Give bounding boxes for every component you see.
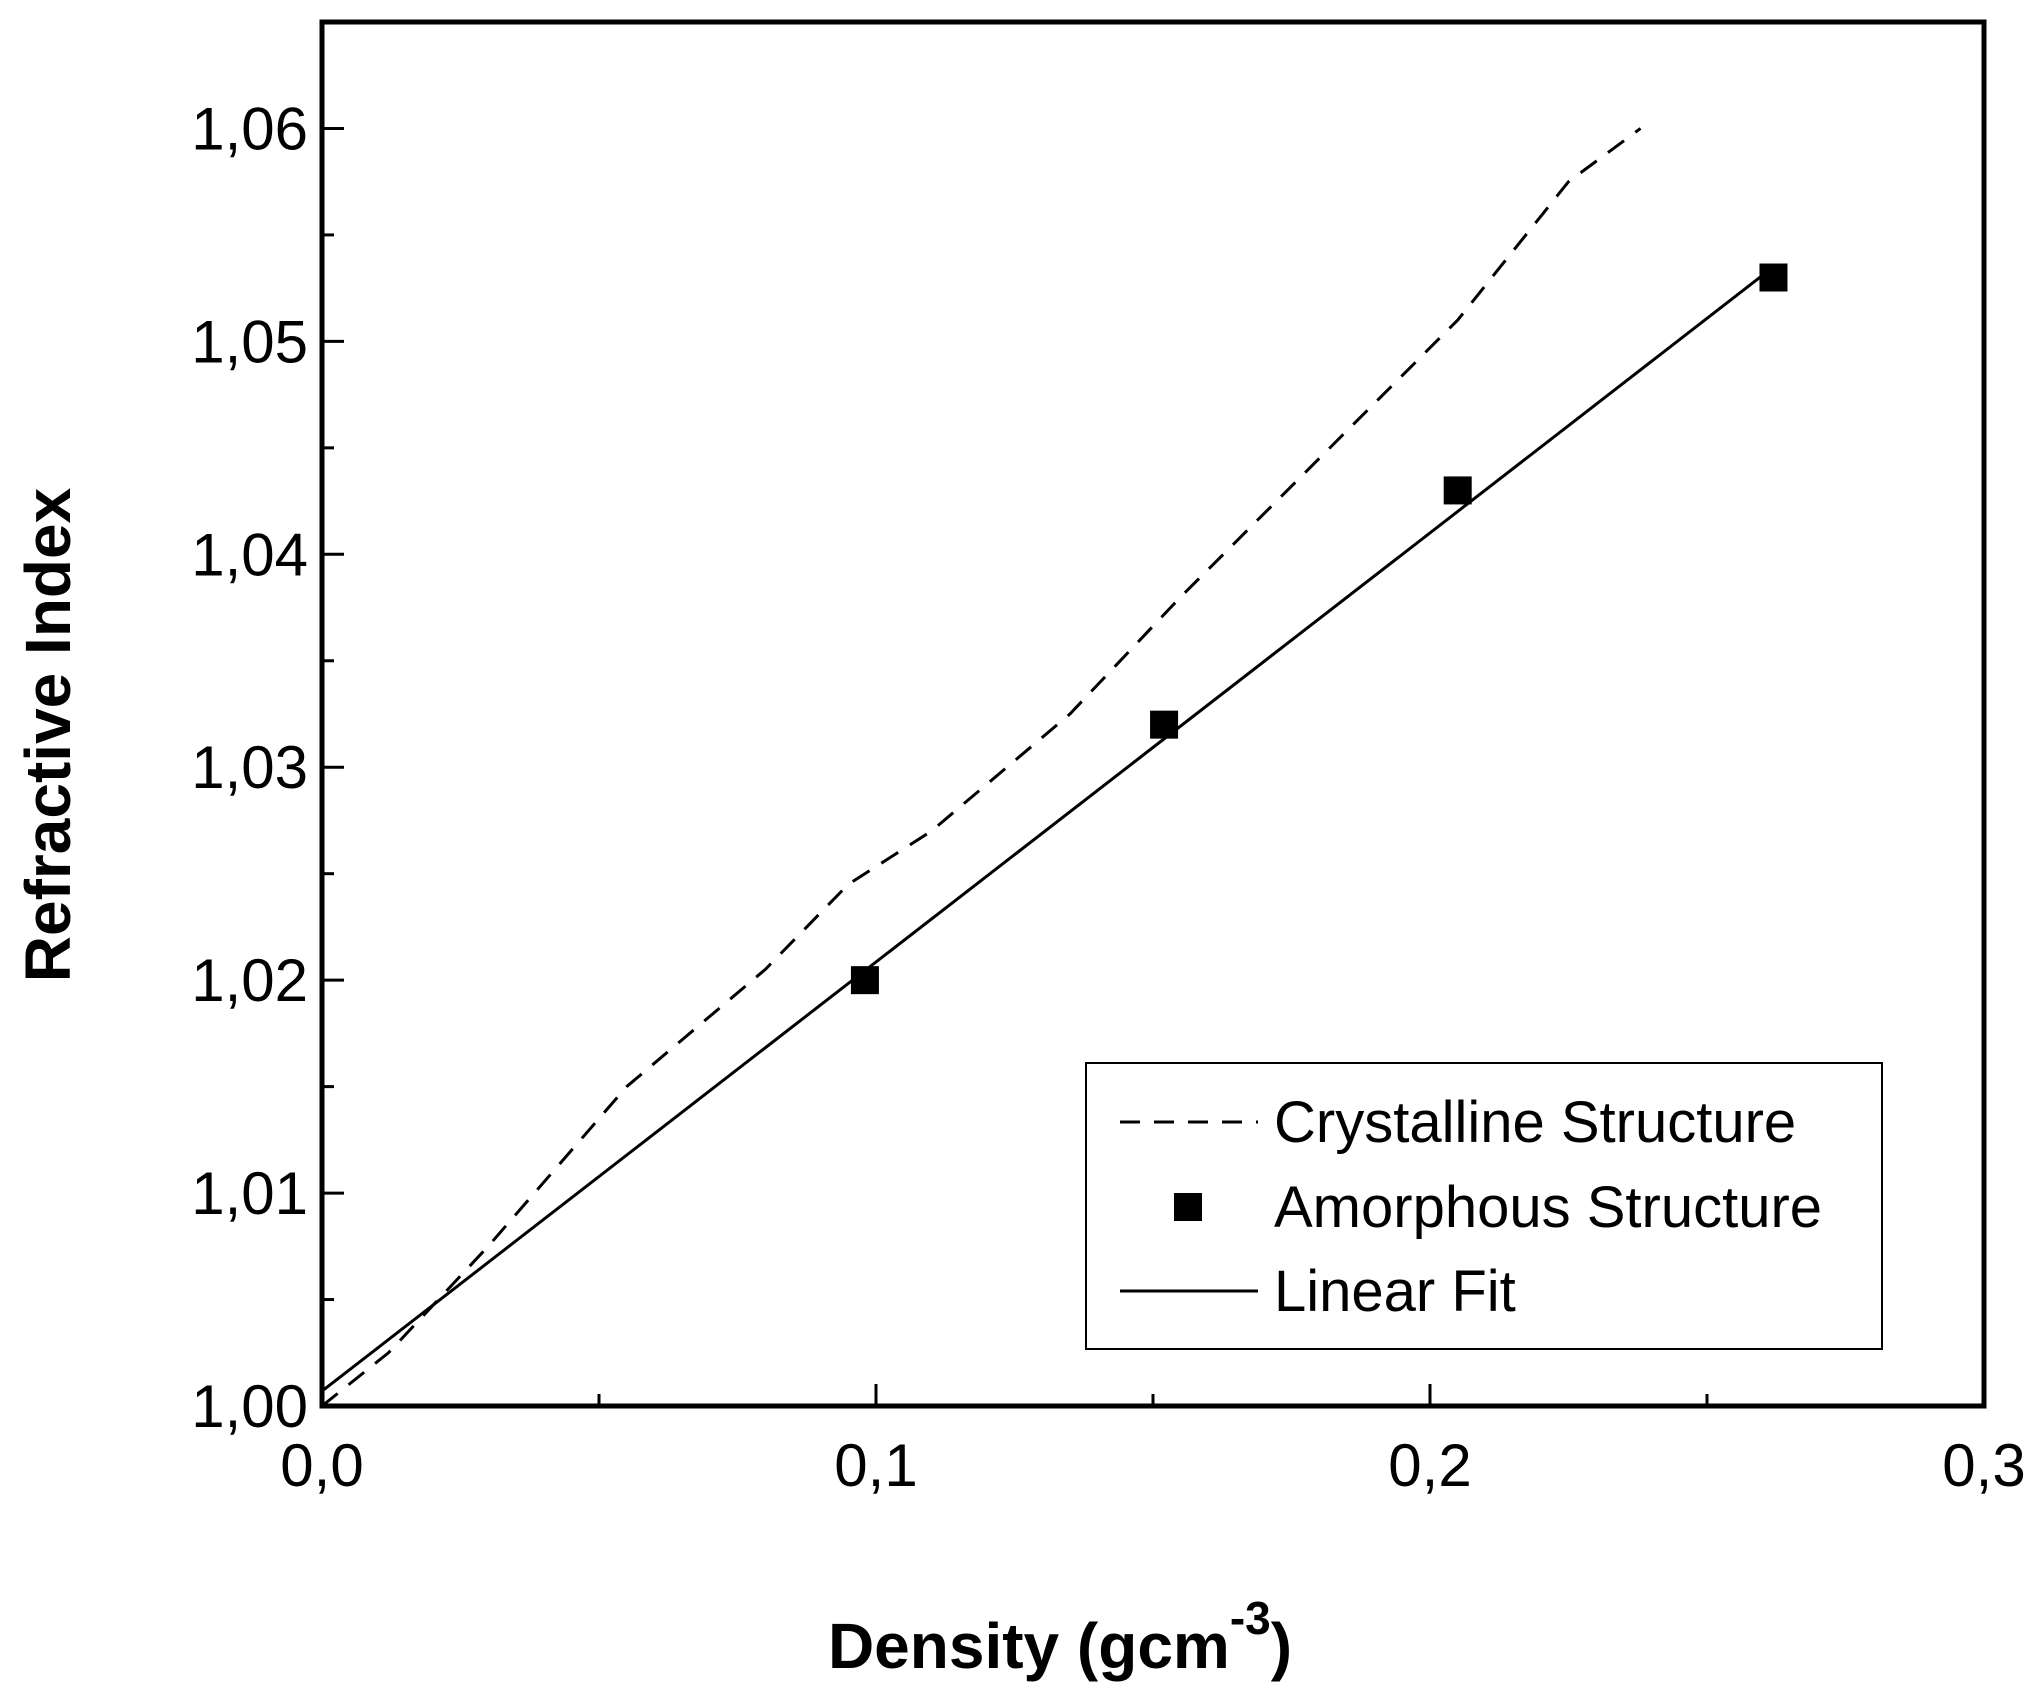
x-axis-title: Density (gcm-3) xyxy=(828,1592,1292,1682)
amorphous-structure-point xyxy=(1759,263,1788,292)
y-tick-label: 1,03 xyxy=(191,734,308,801)
y-tick-label: 1,00 xyxy=(191,1373,308,1440)
amorphous-structure-point xyxy=(1443,476,1472,505)
y-axis-title: Refractive Index xyxy=(12,487,84,982)
legend-amorphous-swatch xyxy=(1174,1193,1202,1221)
x-axis-title-superscript: -3 xyxy=(1230,1592,1271,1644)
x-tick-label: 0,1 xyxy=(834,1432,917,1499)
y-tick-label: 1,04 xyxy=(191,521,308,588)
series-layer xyxy=(321,127,1788,1408)
x-tick-label: 0,0 xyxy=(280,1432,363,1499)
amorphous-structure-point xyxy=(850,966,879,995)
y-tick-label: 1,06 xyxy=(191,95,308,162)
legend: Crystalline Structure Amorphous Structur… xyxy=(1085,1062,1883,1350)
crystalline-structure-line xyxy=(321,127,1642,1408)
linear-fit-line xyxy=(321,265,1775,1393)
legend-crystalline-label: Crystalline Structure xyxy=(1274,1090,1796,1155)
y-axis-tick-labels: 1,00 1,01 1,02 1,03 1,04 1,05 1,06 xyxy=(191,95,308,1440)
x-tick-label: 0,3 xyxy=(1942,1432,2025,1499)
amorphous-structure-point xyxy=(1150,710,1179,739)
legend-linear-fit-label: Linear Fit xyxy=(1274,1259,1516,1324)
x-tick-label: 0,2 xyxy=(1388,1432,1471,1499)
legend-box xyxy=(1085,1062,1883,1350)
x-axis-tick-labels: 0,0 0,1 0,2 0,3 xyxy=(280,1432,2025,1499)
y-tick-label: 1,05 xyxy=(191,308,308,375)
legend-amorphous-label: Amorphous Structure xyxy=(1274,1175,1822,1240)
x-axis-ticks xyxy=(320,1384,1986,1406)
y-tick-label: 1,02 xyxy=(191,947,308,1014)
y-tick-label: 1,01 xyxy=(191,1160,308,1227)
y-axis-ticks xyxy=(322,126,344,1408)
